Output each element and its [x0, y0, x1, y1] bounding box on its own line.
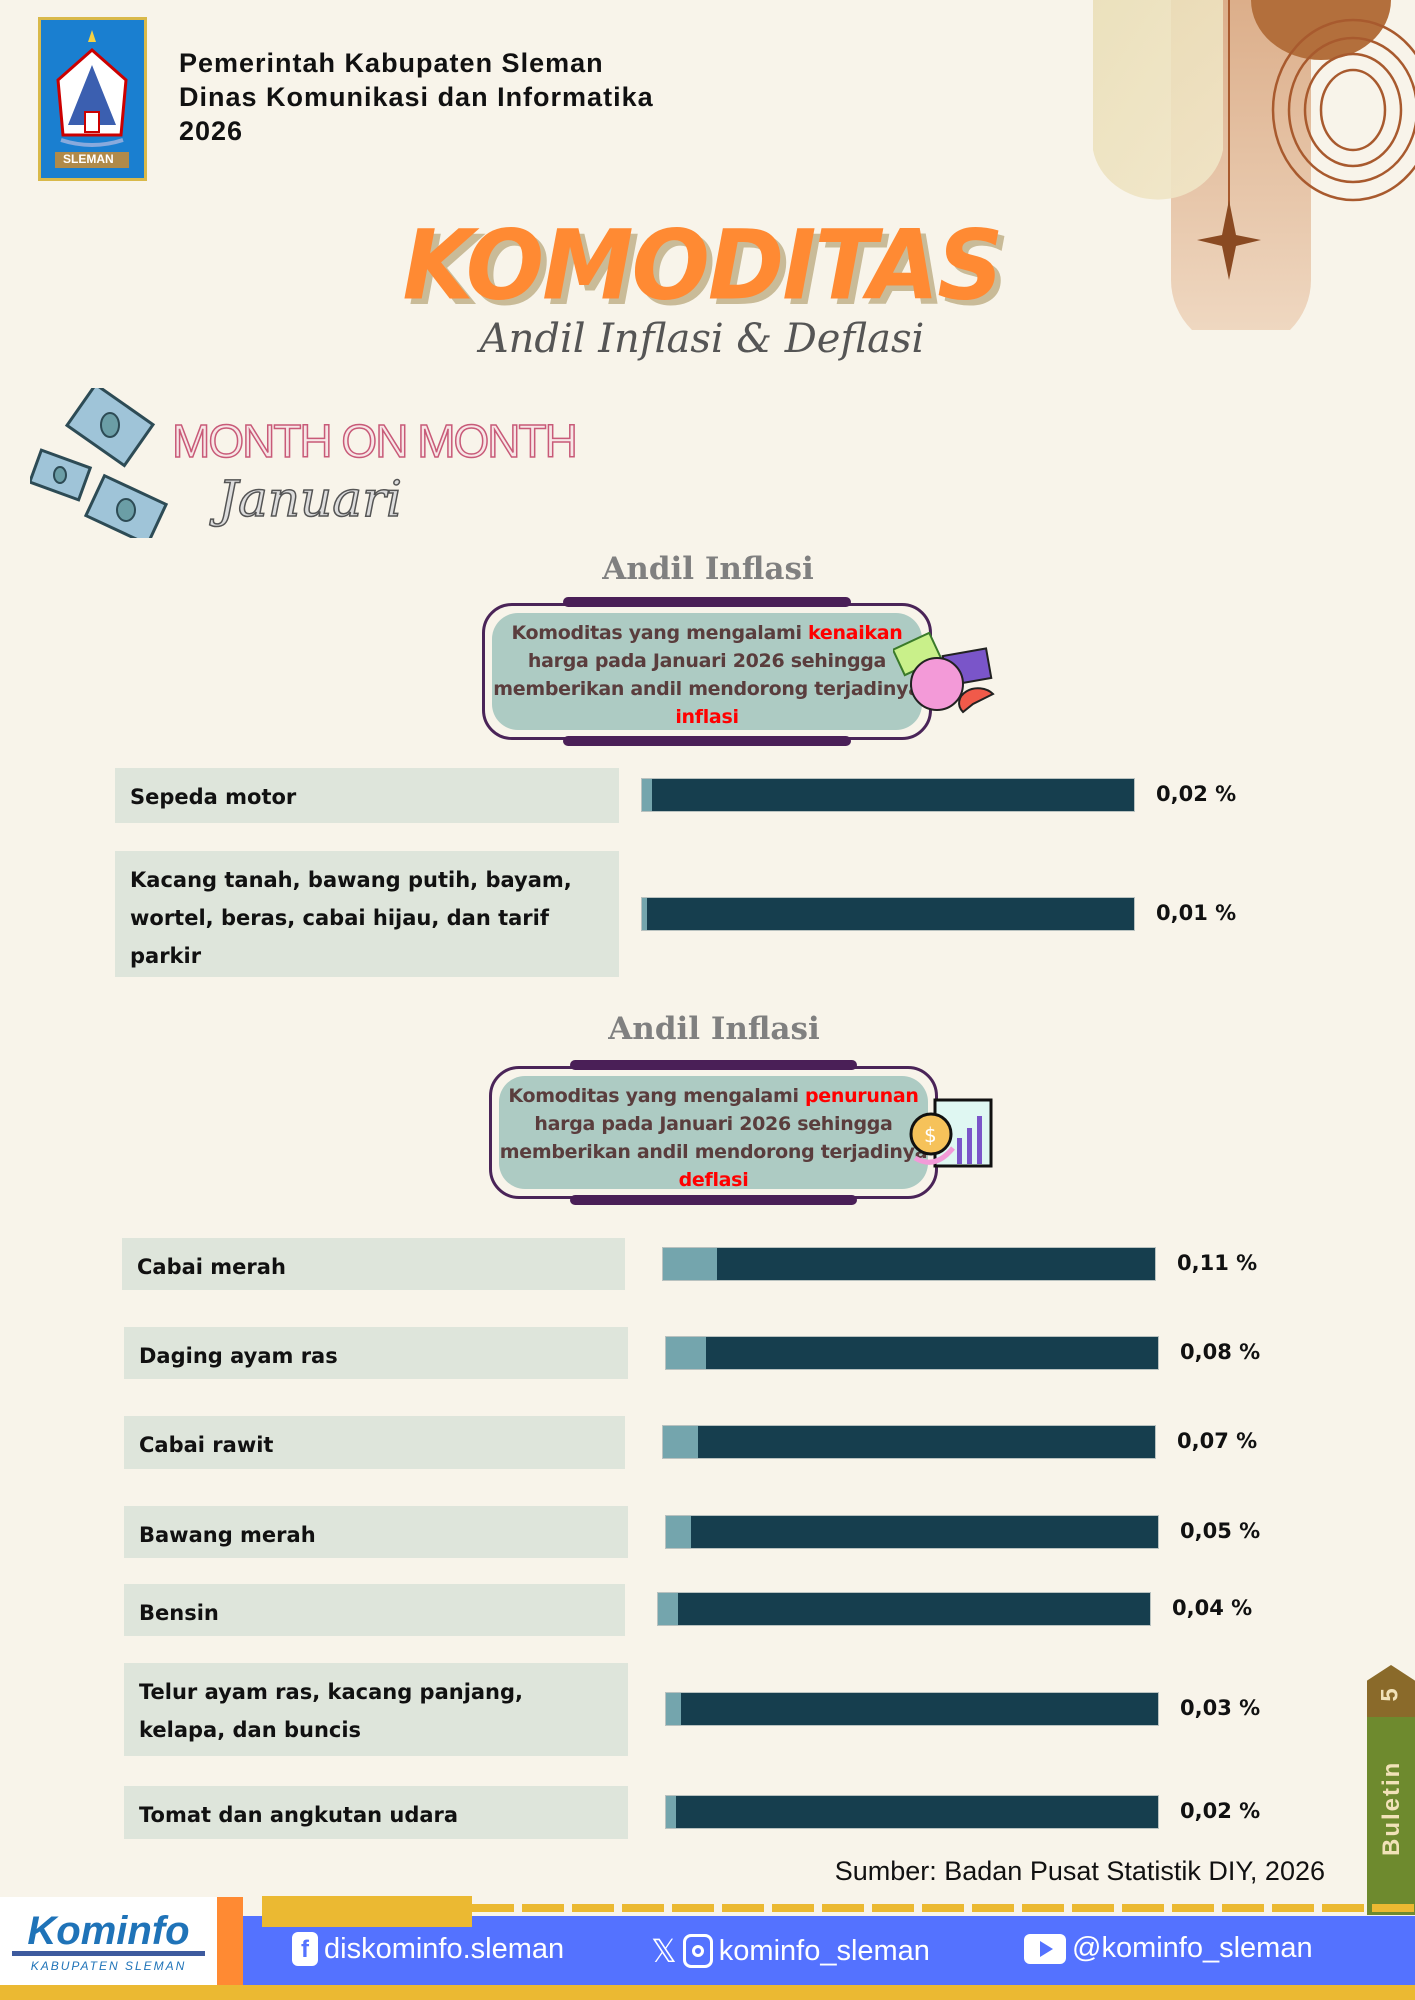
contribution-value: 0,01 % [1156, 901, 1237, 925]
commodity-label: Bawang merah [124, 1506, 628, 1558]
contribution-value: 0,04 % [1172, 1596, 1253, 1620]
commodity-label: Telur ayam ras, kacang panjang, kelapa, … [124, 1663, 628, 1756]
contribution-bar-fill [666, 1796, 676, 1828]
inflasi-description: Komoditas yang mengalami kenaikan harga … [492, 613, 922, 730]
header-line: 2026 [179, 116, 244, 146]
kominfo-logo-text: Kominfo [12, 1911, 205, 1956]
contribution-bar [641, 778, 1135, 812]
x-instagram-link[interactable]: 𝕏 kominfo_sleman [651, 1932, 930, 1970]
money-icon [30, 388, 169, 538]
footer-orange-strip [217, 1897, 243, 1985]
instagram-icon [682, 1934, 713, 1968]
sleman-emblem: SLEMAN [38, 17, 147, 181]
contribution-bar [641, 897, 1135, 931]
youtube-handle: @kominfo_sleman [1072, 1932, 1313, 1964]
inflasi-description-box: Komoditas yang mengalami kenaikan harga … [482, 597, 932, 746]
contribution-bar [665, 1336, 1159, 1370]
youtube-icon [1024, 1933, 1066, 1964]
footer-yellow-band [0, 1985, 1415, 2000]
contribution-value: 0,08 % [1180, 1340, 1261, 1364]
youtube-link[interactable]: @kominfo_sleman [1024, 1932, 1313, 1965]
contribution-value: 0,02 % [1180, 1799, 1261, 1823]
contribution-value: 0,03 % [1180, 1696, 1261, 1720]
decorative-shapes [1093, 0, 1415, 330]
contribution-bar-fill [666, 1337, 706, 1369]
contribution-bar [662, 1247, 1156, 1281]
contribution-bar-fill [658, 1593, 678, 1625]
contribution-bar-fill [666, 1516, 691, 1548]
contribution-bar-fill [642, 898, 647, 930]
commodity-label: Cabai merah [122, 1238, 625, 1290]
header-line: Pemerintah Kabupaten Sleman [179, 48, 604, 78]
deflasi-description: Komoditas yang mengalami penurunan harga… [499, 1076, 928, 1191]
contribution-bar [665, 1515, 1159, 1549]
facebook-handle: diskominfo.sleman [324, 1932, 565, 1965]
facebook-link[interactable]: f diskominfo.sleman [292, 1932, 564, 1966]
commodity-label: Cabai rawit [124, 1416, 625, 1469]
finance-globe-icon [893, 632, 995, 714]
footer-yellow-block [262, 1896, 472, 1927]
header-line: Dinas Komunikasi dan Informatika [179, 82, 654, 112]
x-icon: 𝕏 [651, 1933, 677, 1969]
period-month: Januari [217, 469, 402, 529]
commodity-label: Tomat dan angkutan udara [124, 1786, 628, 1839]
contribution-bar [665, 1795, 1159, 1829]
contribution-bar-fill [663, 1248, 718, 1280]
x-instagram-handle: kominfo_sleman [718, 1934, 930, 1967]
svg-text:$: $ [924, 1123, 937, 1147]
contribution-value: 0,02 % [1156, 782, 1237, 806]
commodity-label: Kacang tanah, bawang putih, bayam, worte… [115, 851, 619, 977]
page-subtitle: Andil Inflasi & Deflasi [479, 316, 925, 362]
page-number: 5 [1376, 1688, 1404, 1702]
footer-dashed-line [472, 1904, 1415, 1912]
header-text: Pemerintah Kabupaten Sleman Dinas Komuni… [179, 46, 654, 148]
kominfo-logo: Kominfo KABUPATEN SLEMAN [0, 1897, 217, 1985]
page-number-tab: 5 [1367, 1665, 1415, 1717]
buletin-label: Buletin [1378, 1760, 1405, 1856]
deflasi-description-box: Komoditas yang mengalami penurunan harga… [489, 1060, 938, 1205]
coin-chart-icon: $ [909, 1098, 993, 1168]
contribution-bar-fill [642, 779, 652, 811]
page-title: KOMODITAS [402, 209, 1003, 322]
commodity-label: Daging ayam ras [124, 1327, 628, 1379]
logo-text: SLEMAN [63, 152, 114, 166]
contribution-value: 0,05 % [1180, 1519, 1261, 1543]
buletin-tab[interactable]: 5 Buletin [1367, 1665, 1415, 1915]
kominfo-logo-sub: KABUPATEN SLEMAN [30, 1959, 187, 1973]
inflasi-heading: Andil Inflasi [602, 551, 814, 587]
commodity-label: Sepeda motor [115, 768, 619, 823]
contribution-bar-fill [663, 1426, 698, 1458]
deflasi-heading: Andil Inflasi [608, 1011, 820, 1047]
contribution-bar [662, 1425, 1156, 1459]
contribution-value: 0,11 % [1177, 1251, 1258, 1275]
period-label: MONTH ON MONTH [171, 414, 578, 468]
contribution-bar [665, 1692, 1159, 1726]
contribution-bar [657, 1592, 1151, 1626]
footer-blue-band [243, 1916, 1415, 1985]
commodity-label: Bensin [124, 1584, 625, 1636]
source-note: Sumber: Badan Pusat Statistik DIY, 2026 [834, 1856, 1325, 1886]
facebook-icon: f [292, 1932, 318, 1966]
contribution-bar-fill [666, 1693, 681, 1725]
contribution-value: 0,07 % [1177, 1429, 1258, 1453]
